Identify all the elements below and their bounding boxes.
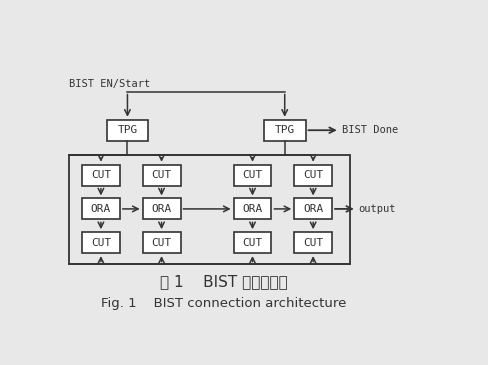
Bar bbox=[106, 120, 148, 141]
Bar bbox=[233, 165, 271, 186]
Text: output: output bbox=[358, 204, 395, 214]
Text: ORA: ORA bbox=[151, 204, 171, 214]
Text: TPG: TPG bbox=[117, 125, 137, 135]
Text: ORA: ORA bbox=[303, 204, 323, 214]
Bar bbox=[142, 232, 180, 253]
Bar bbox=[142, 165, 180, 186]
Text: CUT: CUT bbox=[303, 238, 323, 247]
Text: BIST EN/Start: BIST EN/Start bbox=[69, 79, 150, 89]
Text: BIST Done: BIST Done bbox=[341, 125, 397, 135]
Bar bbox=[82, 232, 120, 253]
Bar bbox=[294, 198, 331, 219]
Bar bbox=[233, 198, 271, 219]
Bar bbox=[233, 232, 271, 253]
Bar bbox=[82, 165, 120, 186]
Text: 图 1    BIST 连接架构图: 图 1 BIST 连接架构图 bbox=[160, 274, 287, 289]
Text: TPG: TPG bbox=[274, 125, 294, 135]
Bar bbox=[82, 198, 120, 219]
Bar bbox=[294, 232, 331, 253]
Text: Fig. 1    BIST connection architecture: Fig. 1 BIST connection architecture bbox=[101, 297, 346, 310]
Text: ORA: ORA bbox=[91, 204, 111, 214]
Text: CUT: CUT bbox=[151, 238, 171, 247]
Text: CUT: CUT bbox=[242, 238, 262, 247]
Bar bbox=[142, 198, 180, 219]
Text: CUT: CUT bbox=[242, 170, 262, 180]
Bar bbox=[69, 155, 349, 264]
Text: CUT: CUT bbox=[303, 170, 323, 180]
Text: CUT: CUT bbox=[151, 170, 171, 180]
Text: CUT: CUT bbox=[91, 238, 111, 247]
Bar bbox=[264, 120, 305, 141]
Bar bbox=[294, 165, 331, 186]
Text: CUT: CUT bbox=[91, 170, 111, 180]
Text: ORA: ORA bbox=[242, 204, 262, 214]
